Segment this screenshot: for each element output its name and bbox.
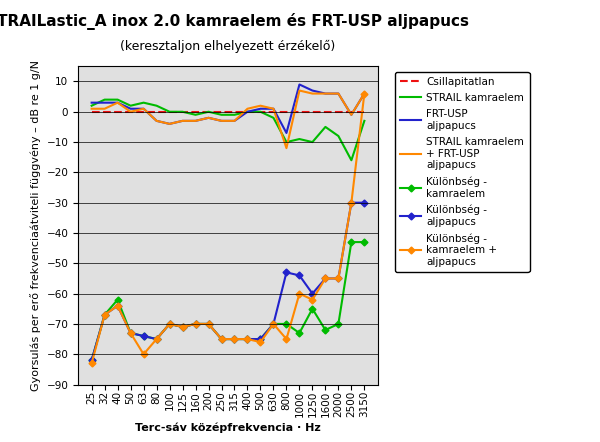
Text: (keresztaljon elhelyezett érzékelő): (keresztaljon elhelyezett érzékelő)	[121, 40, 335, 53]
Legend: Csillapitatlan, STRAIL kamraelem, FRT-USP
aljpapucs, STRAIL kamraelem
+ FRT-USP
: Csillapitatlan, STRAIL kamraelem, FRT-US…	[395, 72, 530, 272]
Y-axis label: Gyorsulás per erő frekvenciaátviteli függvény – dB re 1 g/N: Gyorsulás per erő frekvenciaátviteli füg…	[30, 60, 41, 391]
Text: STRAILastic_A inox 2.0 kamraelem és FRT-USP aljpapucs: STRAILastic_A inox 2.0 kamraelem és FRT-…	[0, 13, 470, 30]
X-axis label: Terc-sáv középfrekvencia · Hz: Terc-sáv középfrekvencia · Hz	[135, 423, 321, 433]
